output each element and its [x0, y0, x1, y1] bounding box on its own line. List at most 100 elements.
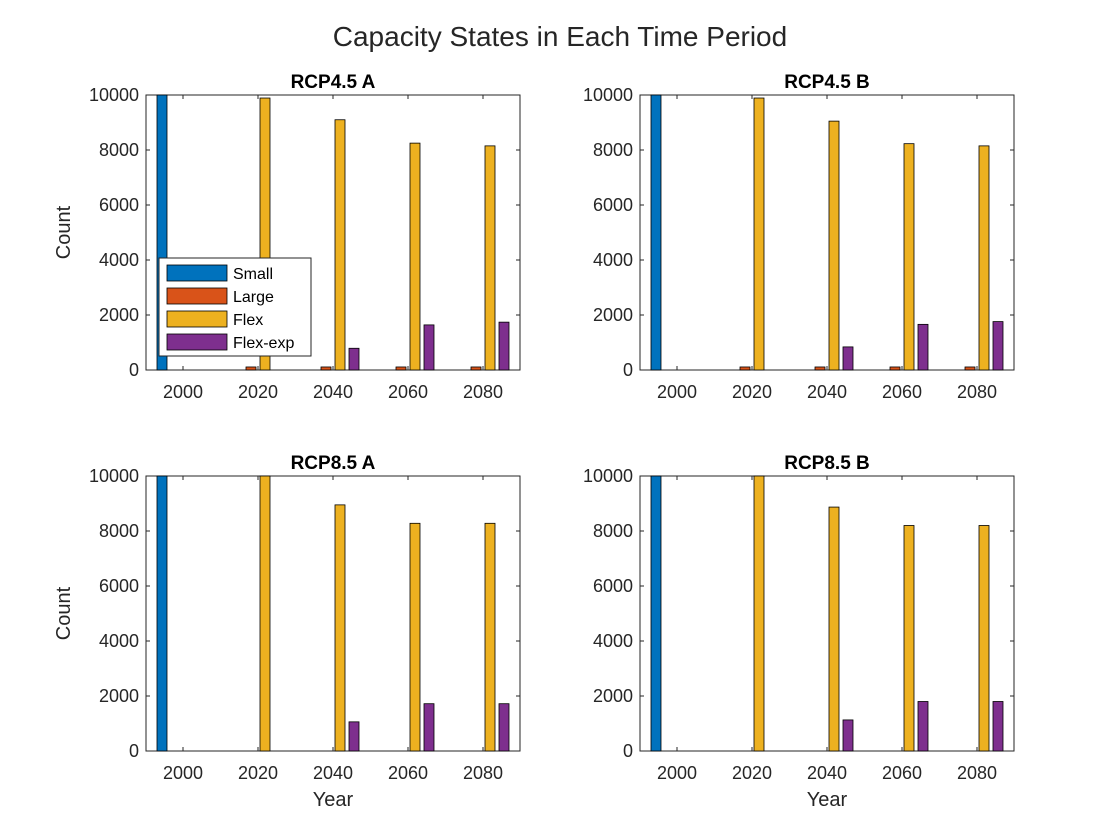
y-tick-label: 6000 [593, 576, 633, 596]
bar-large-2060 [395, 366, 407, 371]
axes-box [639, 94, 1015, 371]
x-tick-label: 2020 [238, 763, 278, 783]
y-tick-label: 4000 [593, 250, 633, 270]
bar-flex-2040 [334, 504, 346, 752]
bar-flex-exp-2060 [423, 703, 435, 752]
y-axis-label: Count [53, 586, 75, 640]
bar-flex-exp-2060 [423, 324, 435, 371]
x-axis-label: Year [313, 789, 354, 811]
bar-flex-2020 [753, 475, 765, 752]
panel-title: RCP8.5 B [784, 453, 870, 474]
y-tick-label: 2000 [99, 686, 139, 706]
legend-label-large: Large [233, 289, 274, 306]
bar-flex-2020 [259, 475, 271, 752]
bar-flex-2080 [978, 525, 990, 752]
x-tick-label: 2060 [388, 382, 428, 402]
legend-swatch-flex-exp [166, 333, 228, 351]
x-tick-label: 2000 [657, 382, 697, 402]
bar-flex-exp-2080 [992, 321, 1004, 371]
y-tick-label: 0 [623, 360, 633, 380]
y-tick-label: 2000 [99, 305, 139, 325]
bar-flex-exp-2040 [348, 721, 360, 752]
axes-box [639, 475, 1015, 752]
bar-flex-exp-2060 [917, 701, 929, 752]
bar-flex-2060 [409, 142, 421, 371]
bar-flex-2040 [828, 120, 840, 371]
y-tick-label: 4000 [593, 631, 633, 651]
panel-title: RCP4.5 A [291, 72, 376, 93]
legend-label-flex: Flex [233, 312, 263, 329]
y-tick-label: 8000 [99, 140, 139, 160]
bar-large-2020 [245, 366, 257, 371]
x-tick-label: 2080 [957, 382, 997, 402]
panel-title: RCP4.5 B [784, 72, 870, 93]
bar-flex-exp-2040 [348, 347, 360, 371]
y-tick-label: 2000 [593, 686, 633, 706]
bar-large-2080 [470, 366, 482, 371]
bar-flex-2060 [903, 143, 915, 371]
legend-label-small: Small [233, 266, 273, 283]
x-tick-label: 2060 [882, 382, 922, 402]
x-tick-label: 2000 [163, 382, 203, 402]
x-tick-label: 2040 [313, 763, 353, 783]
x-tick-label: 2020 [238, 382, 278, 402]
bar-large-2040 [320, 366, 332, 371]
y-tick-label: 6000 [99, 195, 139, 215]
bar-flex-exp-2080 [992, 701, 1004, 752]
y-tick-label: 10000 [89, 466, 139, 486]
y-tick-label: 0 [129, 741, 139, 761]
y-tick-label: 8000 [99, 521, 139, 541]
bar-large-2080 [964, 366, 976, 371]
x-tick-label: 2060 [882, 763, 922, 783]
figure-title: Capacity States in Each Time Period [333, 21, 787, 52]
x-tick-label: 2020 [732, 382, 772, 402]
x-tick-label: 2040 [807, 763, 847, 783]
y-tick-label: 8000 [593, 521, 633, 541]
y-tick-label: 6000 [99, 576, 139, 596]
bar-flex-2060 [903, 525, 915, 752]
bar-flex-2080 [484, 145, 496, 371]
bar-flex-exp-2060 [917, 323, 929, 371]
x-tick-label: 2060 [388, 763, 428, 783]
chart-panel-4: 2000 2020 2040 2060 2080 0 2000 4000 6000 8000 100… [583, 453, 1015, 811]
bar-flex-exp-2080 [498, 703, 510, 752]
legend-swatch-flex [166, 310, 228, 328]
bar-flex-exp-2040 [842, 719, 854, 752]
x-tick-label: 2000 [163, 763, 203, 783]
bar-small-2000 [156, 94, 168, 371]
y-tick-label: 4000 [99, 250, 139, 270]
axes-box [145, 475, 521, 752]
y-axis-label: Count [53, 205, 75, 259]
x-tick-label: 2080 [463, 763, 503, 783]
bar-flex-2080 [484, 522, 496, 752]
bar-small-2000 [650, 94, 662, 371]
bar-small-2000 [650, 475, 662, 752]
x-tick-label: 2080 [463, 382, 503, 402]
bar-flex-2020 [753, 97, 765, 371]
bar-flex-2060 [409, 522, 421, 752]
y-tick-label: 8000 [593, 140, 633, 160]
bar-flex-2040 [334, 119, 346, 371]
y-tick-label: 10000 [583, 466, 633, 486]
chart-panel-1: 2000 2020 2040 2060 2080 0 2000 4000 6000 8000 100… [53, 72, 521, 402]
x-tick-label: 2020 [732, 763, 772, 783]
y-tick-label: 0 [623, 741, 633, 761]
legend: Small Large Flex Flex-exp [158, 257, 312, 357]
y-tick-label: 2000 [593, 305, 633, 325]
x-tick-label: 2040 [807, 382, 847, 402]
y-tick-label: 4000 [99, 631, 139, 651]
y-tick-label: 6000 [593, 195, 633, 215]
legend-label-flex-exp: Flex-exp [233, 335, 294, 352]
bar-flex-exp-2040 [842, 346, 854, 371]
bar-large-2060 [889, 366, 901, 371]
panel-title: RCP8.5 A [291, 453, 376, 474]
chart-panel-3: 2000 2020 2040 2060 2080 0 2000 4000 6000 8000 100… [53, 453, 521, 811]
chart-panel-2: 2000 2020 2040 2060 2080 0 2000 4000 6000 8000 100… [583, 72, 1015, 402]
x-tick-label: 2000 [657, 763, 697, 783]
legend-swatch-large [166, 287, 228, 305]
bar-flex-2040 [828, 506, 840, 752]
bar-flex-2020 [259, 97, 271, 371]
bar-large-2040 [814, 366, 826, 371]
